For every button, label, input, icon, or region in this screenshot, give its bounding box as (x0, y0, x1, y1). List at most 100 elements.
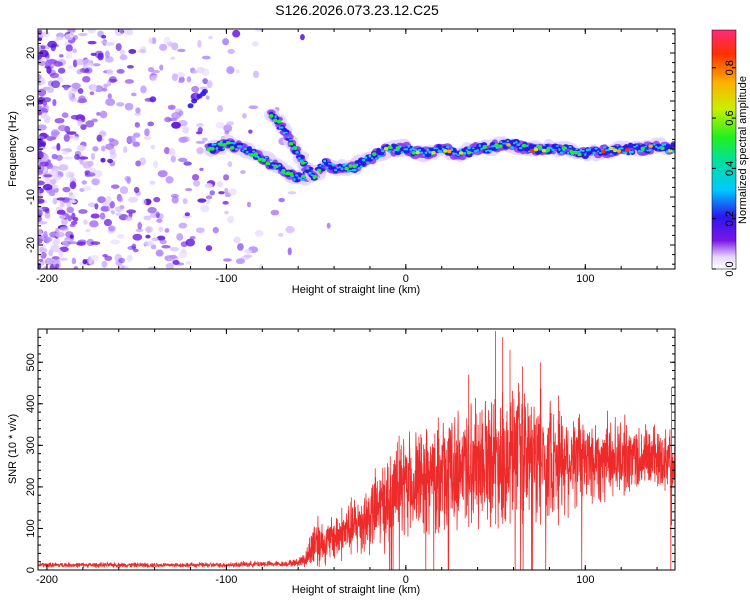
spectrogram-ylabel: Frequency (Hz) (7, 111, 19, 187)
spectrogram-noise-blob (243, 254, 253, 258)
colorbar-tick-label: 0.8 (724, 60, 736, 75)
spectrogram-noise-blob (181, 248, 187, 254)
spectrogram-ridge-cell (411, 147, 415, 150)
spectrogram-noise-blob (243, 248, 252, 254)
spectrogram-xtick-label: 100 (576, 273, 594, 285)
spectrogram-noise-blob (89, 167, 97, 173)
spectrogram-noise-blob (132, 132, 141, 138)
spectrogram-noise-blob (38, 228, 43, 236)
spectrogram-ridge-cell (297, 177, 301, 180)
spectrogram-ridge-cell (282, 131, 286, 135)
spectrogram-hotspot (312, 175, 317, 179)
spectrogram-noise-blob (103, 218, 113, 227)
spectrogram-noise-blob (171, 121, 181, 129)
spectrogram-xtick-label: 0 (403, 273, 409, 285)
spectrogram-noise-blob (110, 210, 115, 215)
spectrogram-noise-blob (38, 221, 48, 225)
spectrogram-ridge-cell (211, 143, 214, 146)
spectrogram-noise (38, 29, 305, 269)
spectrogram-noise-blob (200, 91, 207, 97)
spectrogram-noise-blob (107, 93, 112, 100)
spectrogram-noise-blob (201, 68, 210, 77)
spectrogram-noise-blob (116, 69, 125, 74)
spectrogram-ridge-cell (289, 138, 293, 141)
spectrogram-noise-blob (49, 178, 57, 185)
spectrogram-noise-blob (144, 128, 150, 137)
spectrogram-ytick-label: -10 (25, 189, 37, 205)
spectrogram-noise-blob (115, 43, 122, 51)
spectrogram-noise-blob (66, 171, 75, 176)
spectrogram-noise-blob (223, 258, 232, 262)
spectrogram-noise-blob (131, 243, 137, 250)
spectrogram-ridge-cell (515, 141, 518, 144)
colorbar-tick-label: 0.2 (724, 211, 736, 226)
spectrogram-hotspot (616, 149, 622, 153)
spectrogram-noise-blob (65, 44, 73, 52)
spectrogram-noise-blob (167, 104, 176, 110)
spectrogram-noise-blob (205, 95, 210, 100)
spectrogram-noise-blob (116, 233, 125, 239)
colorbar-tick-label: 0.4 (724, 161, 736, 176)
spectrogram-noise-blob (48, 249, 53, 257)
spectrogram-hotspot (640, 146, 645, 151)
spectrogram-hotspot (218, 142, 223, 146)
spectrogram-noise-blob (50, 244, 60, 253)
spectrogram-noise-blob (222, 200, 229, 205)
spectrogram-noise-blob (48, 58, 55, 65)
spectrogram-ridge-cell (361, 158, 366, 162)
spectrogram-x-ticks: -200 -100 0 100 (36, 29, 658, 285)
spectrogram-ridge-cell (671, 150, 675, 153)
spectrogram-noise-blob (106, 68, 114, 76)
spectrogram-noise-blob (82, 185, 92, 191)
spectrogram-noise-blob (201, 55, 211, 60)
spectrogram-noise-blob (72, 48, 77, 53)
spectrogram-noise-blob (78, 156, 89, 160)
spectrogram-noise-blob (38, 180, 45, 186)
spectrogram-noise-blob (38, 33, 44, 38)
spectrogram-noise-blob (99, 212, 106, 220)
spectrogram-ridge-cell (252, 150, 256, 153)
spectrogram-noise-blob (177, 48, 186, 53)
spectrogram-noise-blob (99, 110, 108, 119)
spectrogram-noise-blob (92, 170, 103, 178)
spectrogram-noise-blob (57, 67, 66, 74)
spectrogram-noise-blob (38, 209, 43, 218)
spectrogram-ridge-cell (245, 150, 249, 154)
spectrogram-ridge-cell (510, 146, 514, 149)
spectrogram-hotspot (273, 164, 278, 169)
spectrogram-noise-blob (135, 107, 141, 114)
spectrogram-noise-blob (42, 183, 53, 191)
spectrogram-noise-blob (90, 52, 97, 57)
spectrogram-hotspot (415, 150, 420, 155)
spectrogram-noise-blob (182, 214, 192, 219)
spectrogram-ridge-cell (360, 161, 367, 167)
spectrogram-noise-blob (171, 42, 179, 51)
spectrogram-hotspot (648, 144, 653, 148)
spectrogram-noise-blob (44, 211, 51, 219)
spectrogram-noise-blob (44, 257, 54, 266)
snr-y-ticks: 0 100 200 300 400 500 (25, 328, 675, 573)
spectrogram-ridge-cell (246, 146, 253, 151)
spectrogram-noise-blob (133, 248, 139, 253)
spectrogram-noise-blob (41, 140, 47, 148)
spectrogram-ridge-cell (379, 155, 383, 158)
spectrogram-noise-blob (223, 174, 230, 181)
spectrogram-ridge-cell (628, 150, 633, 154)
spectrogram-noise-blob (58, 164, 69, 171)
spectrogram-hotspot (257, 157, 262, 162)
spectrogram-ridge-cell (308, 171, 312, 175)
spectrogram-noise-blob (164, 228, 170, 233)
spectrogram-ridge-cell (478, 144, 482, 147)
spectrogram-noise-blob (150, 74, 158, 82)
spectrogram-noise-blob (115, 206, 123, 213)
spectrogram-noise-blob (101, 87, 108, 92)
spectrogram-ridge-cell (293, 178, 296, 181)
spectrogram-noise-blob (41, 153, 49, 162)
snr-ytick-label: 300 (25, 436, 37, 454)
spectrogram-noise-blob (158, 43, 168, 51)
spectrogram-ridge-cell (450, 148, 454, 152)
spectrogram-ridge-cell (331, 163, 336, 166)
spectrogram-hotspot (253, 152, 259, 157)
spectrogram-noise-blob (285, 225, 295, 234)
spectrogram-ridge-cell (433, 147, 436, 150)
